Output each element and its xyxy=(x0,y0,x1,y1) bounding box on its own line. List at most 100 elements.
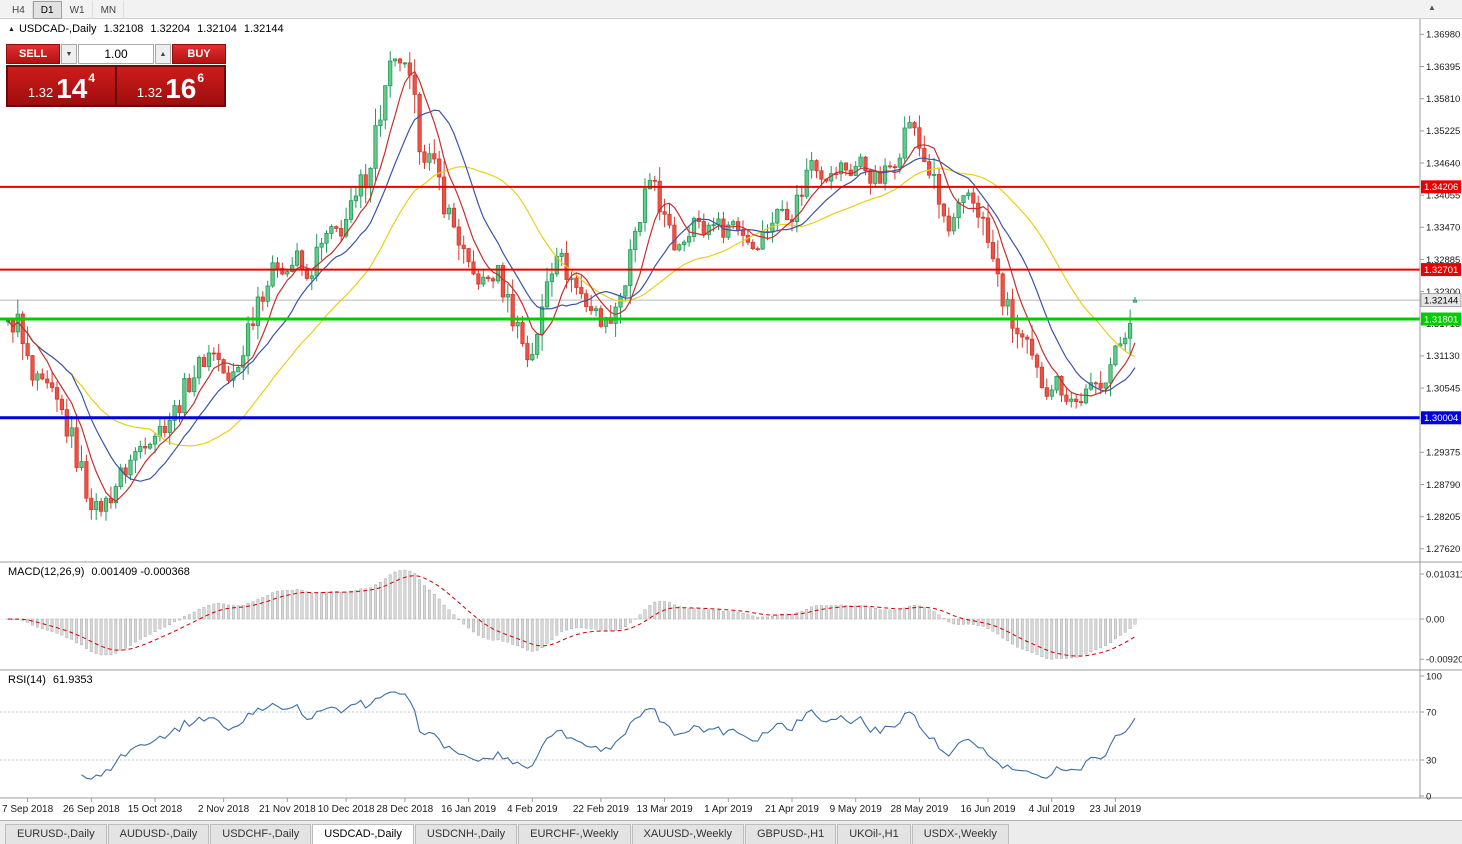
macd-bar xyxy=(1123,618,1127,633)
macd-bar xyxy=(310,593,314,620)
candle-body xyxy=(446,207,452,215)
macd-bar xyxy=(354,590,358,620)
candle-body xyxy=(417,94,422,153)
macd-bar xyxy=(227,604,230,620)
symbol-tab-eurchf-weekly[interactable]: EURCHF-,Weekly xyxy=(518,824,631,844)
candle-body xyxy=(1010,299,1015,329)
macd-bar xyxy=(477,618,480,636)
macd-bar xyxy=(276,590,279,620)
macd-bar xyxy=(604,618,608,631)
rsi-axis-label: 0 xyxy=(1426,791,1431,802)
candle-body xyxy=(99,501,104,512)
candle-body xyxy=(490,278,496,282)
candle-body xyxy=(343,218,349,237)
macd-bar xyxy=(922,607,926,620)
price-level-badge-text: 1.30004 xyxy=(1424,413,1458,424)
buy-price-button[interactable]: 1.32 16 6 xyxy=(117,67,224,105)
symbol-tab-eurusd-daily[interactable]: EURUSD-,Daily xyxy=(5,824,107,844)
date-label: 21 Apr 2019 xyxy=(765,804,819,815)
macd-bar xyxy=(677,606,681,620)
macd-bar xyxy=(638,614,642,620)
date-label: 28 Dec 2018 xyxy=(377,804,434,815)
macd-bar xyxy=(810,606,814,620)
candle-body xyxy=(863,156,868,172)
macd-bar xyxy=(785,613,789,620)
symbol-tab-xauusd-weekly[interactable]: XAUUSD-,Weekly xyxy=(631,824,744,844)
timeframe-toolbar: H4 D1 W1 MN ▲ xyxy=(0,0,1462,19)
current-price-badge-text: 1.32144 xyxy=(1424,295,1458,306)
price-axis-label: 1.28205 xyxy=(1426,512,1460,523)
macd-bar xyxy=(207,605,211,620)
ma-line-30 xyxy=(7,166,1136,447)
macd-bar xyxy=(1079,618,1083,657)
candle-body xyxy=(995,258,1000,275)
macd-bar xyxy=(300,590,304,620)
symbol-tab-ukoil-h1[interactable]: UKOil-,H1 xyxy=(837,824,911,844)
timeframe-button-mn[interactable]: MN xyxy=(93,1,125,19)
candle-body xyxy=(540,306,545,335)
toolbar-up-arrow-icon[interactable]: ▲ xyxy=(1428,3,1436,12)
timeframe-button-d1[interactable]: D1 xyxy=(32,1,62,19)
one-click-trading-panel: SELL ▼ ▲ BUY 1.32 14 4 1.32 16 6 xyxy=(6,44,226,107)
date-label: 2 Nov 2018 xyxy=(198,804,250,815)
symbol-tab-usdcad-daily[interactable]: USDCAD-,Daily xyxy=(312,824,414,844)
macd-bar xyxy=(398,570,402,620)
macd-bar xyxy=(726,611,730,620)
macd-bar xyxy=(570,618,573,629)
candle-body xyxy=(667,213,672,226)
chart-canvas[interactable]: 1.36980 1.36395 1.35810 1.35225 1.34640 1.340… xyxy=(0,18,1462,820)
candle-body xyxy=(892,166,898,169)
ohlc-close-value: 1.32144 xyxy=(243,23,284,35)
candle-body xyxy=(74,427,79,468)
candle-body xyxy=(902,127,907,159)
symbol-tab-usdchf-daily[interactable]: USDCHF-,Daily xyxy=(210,824,312,844)
sell-button[interactable]: SELL xyxy=(6,44,60,64)
macd-bar xyxy=(584,618,588,629)
candle-body xyxy=(887,165,893,168)
candle-body xyxy=(402,62,408,65)
macd-bar xyxy=(731,611,735,620)
macd-bar xyxy=(388,574,392,620)
candle-body xyxy=(260,296,265,302)
macd-bar xyxy=(1074,618,1078,658)
candle-body xyxy=(530,353,535,361)
macd-bar xyxy=(937,614,941,620)
macd-bar xyxy=(555,618,559,636)
candle-body xyxy=(873,170,878,184)
macd-bar xyxy=(75,618,79,644)
candle-body xyxy=(775,209,780,224)
candle-body xyxy=(711,224,716,227)
symbol-tab-audusd-daily[interactable]: AUDUSD-,Daily xyxy=(107,824,210,844)
candle-body xyxy=(45,378,50,384)
macd-bar xyxy=(888,609,892,620)
buy-button[interactable]: BUY xyxy=(172,44,226,64)
symbol-tab-gbpusd-h1[interactable]: GBPUSD-,H1 xyxy=(744,824,837,844)
macd-bar xyxy=(428,589,431,620)
macd-bar xyxy=(908,605,912,620)
macd-bar xyxy=(624,618,627,628)
macd-bar xyxy=(942,618,946,620)
macd-bar xyxy=(432,594,436,620)
symbol-tab-usdx-weekly[interactable]: USDX-,Weekly xyxy=(911,824,1009,844)
rsi-indicator-label: RSI(14) 61.9353 xyxy=(8,674,93,686)
macd-bar xyxy=(325,591,328,620)
candle-body xyxy=(147,443,153,449)
macd-bar xyxy=(1064,618,1068,659)
volume-increase-button[interactable]: ▲ xyxy=(155,44,171,64)
volume-input[interactable] xyxy=(78,44,154,64)
candle-body xyxy=(652,179,657,182)
candle-body xyxy=(143,445,148,449)
candle-body xyxy=(868,170,873,184)
symbol-tab-usdcnh-daily[interactable]: USDCNH-,Daily xyxy=(414,824,518,844)
volume-decrease-button[interactable]: ▼ xyxy=(61,44,77,64)
macd-bar xyxy=(246,603,250,620)
macd-bar xyxy=(187,614,191,620)
candle-body xyxy=(971,192,976,204)
candle-body xyxy=(241,355,246,368)
candle-body xyxy=(471,261,476,275)
macd-bar xyxy=(800,611,804,620)
timeframe-button-w1[interactable]: W1 xyxy=(62,1,93,19)
sell-price-button[interactable]: 1.32 14 4 xyxy=(8,67,115,105)
macd-bar xyxy=(1060,618,1063,659)
timeframe-button-h4[interactable]: H4 xyxy=(4,1,33,19)
